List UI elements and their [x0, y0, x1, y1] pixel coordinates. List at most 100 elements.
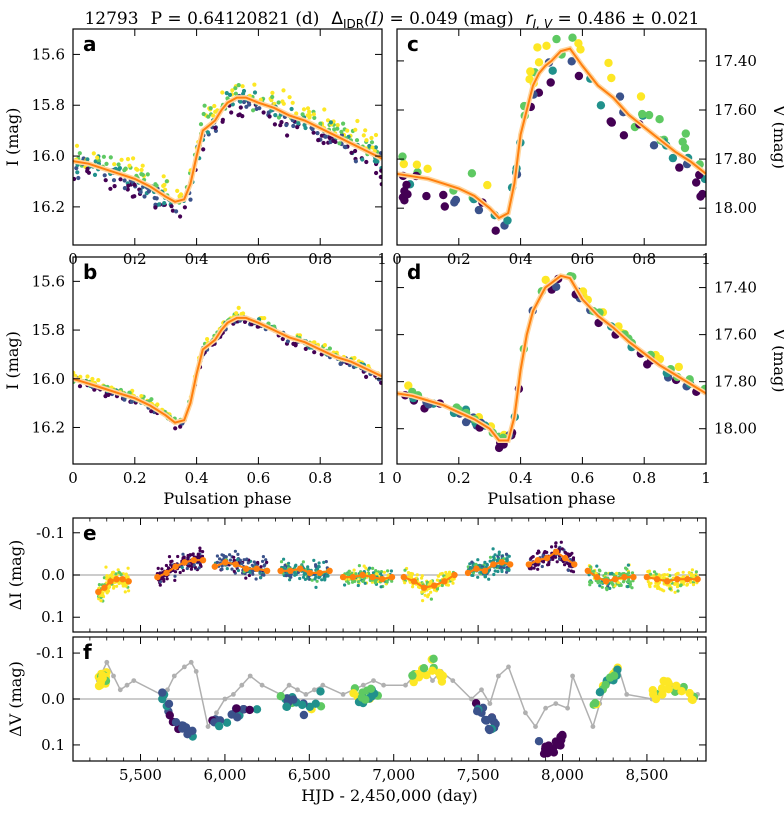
residual-point — [566, 568, 571, 573]
y-tick-label: 0.0 — [41, 566, 65, 584]
residual-point — [228, 553, 232, 557]
residual-point — [201, 550, 205, 554]
y-tick-label: 15.6 — [32, 272, 65, 290]
season-mean-point — [243, 565, 250, 572]
gray-trend-point — [205, 724, 211, 729]
residual-point — [189, 567, 193, 571]
residual-point — [315, 579, 319, 583]
season-mean-point — [464, 569, 472, 577]
residual-point — [236, 552, 240, 557]
data-point — [294, 111, 299, 116]
gray-trend-line — [97, 660, 698, 729]
residual-point — [287, 561, 291, 565]
residual-point — [375, 572, 379, 576]
data-point — [77, 384, 83, 389]
data-point — [261, 110, 266, 115]
data-point — [252, 90, 258, 95]
data-point — [285, 133, 290, 138]
residual-point — [349, 689, 358, 698]
residual-point — [630, 586, 634, 590]
fit-curve-outline — [73, 315, 382, 426]
data-point — [402, 180, 411, 190]
data-point — [112, 184, 117, 189]
data-point — [75, 170, 80, 175]
season-mean-point — [316, 569, 323, 577]
data-point — [174, 209, 179, 214]
residual-point — [306, 565, 310, 569]
residual-point — [176, 554, 180, 559]
residual-point — [563, 550, 567, 554]
data-point — [112, 162, 117, 167]
residual-point — [382, 570, 386, 574]
data-point — [363, 128, 368, 133]
residual-point — [170, 559, 174, 563]
plot-area-d — [397, 272, 706, 453]
residual-point — [197, 566, 201, 570]
data-point — [108, 186, 113, 191]
gray-trend-point — [117, 687, 123, 693]
data-point — [220, 90, 225, 95]
residual-point — [166, 566, 171, 570]
data-point — [534, 58, 544, 67]
residual-point — [505, 570, 509, 574]
data-point — [76, 175, 81, 181]
residual-point — [345, 572, 349, 576]
residual-point — [114, 572, 118, 576]
residual-point — [124, 584, 128, 588]
season-mean-point — [339, 573, 347, 581]
data-point — [596, 101, 606, 110]
data-point — [552, 34, 561, 44]
season-mean-point — [643, 573, 651, 581]
residual-point — [363, 581, 367, 585]
residual-point — [346, 579, 350, 584]
residual-point — [239, 705, 248, 714]
residual-point — [324, 560, 328, 564]
data-point — [238, 99, 243, 104]
residual-point — [160, 567, 164, 571]
residual-point — [403, 568, 407, 572]
season-mean-point — [552, 548, 560, 555]
data-point — [95, 155, 100, 160]
data-point — [319, 133, 324, 138]
season-mean-point — [163, 569, 170, 577]
data-point — [280, 336, 285, 342]
data-point — [251, 108, 256, 113]
data-point — [74, 143, 80, 148]
season-mean-point — [181, 559, 188, 566]
residual-point — [252, 560, 256, 564]
residual-point — [664, 685, 673, 694]
gray-trend-point — [193, 669, 199, 674]
panel-letter: d — [407, 260, 421, 284]
residual-point — [259, 565, 263, 569]
season-mean-point — [612, 576, 619, 583]
residual-point — [289, 575, 293, 579]
data-point — [303, 125, 308, 131]
residual-point — [109, 573, 113, 578]
residual-point — [556, 741, 565, 750]
data-point — [241, 99, 247, 105]
data-point — [422, 191, 431, 201]
season-mean-point — [369, 573, 376, 581]
residual-point — [232, 555, 236, 559]
residual-point — [105, 591, 109, 595]
data-point — [491, 226, 500, 235]
data-point — [607, 73, 616, 83]
data-point — [296, 121, 301, 126]
data-point — [212, 103, 217, 109]
data-point — [698, 189, 706, 199]
x-tick-label: 1 — [377, 469, 387, 487]
gray-trend-point — [214, 710, 219, 716]
residual-point — [678, 584, 683, 588]
y-tick-label: 0.0 — [41, 690, 65, 708]
season-mean-point — [119, 576, 126, 583]
data-point — [202, 103, 207, 108]
x-axis-label: Pulsation phase — [487, 489, 615, 508]
gray-trend-point — [104, 659, 110, 665]
season-mean-point — [451, 571, 458, 579]
data-point — [164, 179, 169, 184]
residual-point — [668, 568, 672, 572]
data-point — [201, 111, 206, 117]
residual-point — [541, 560, 546, 564]
residual-point — [314, 585, 318, 590]
residual-point — [549, 748, 559, 757]
